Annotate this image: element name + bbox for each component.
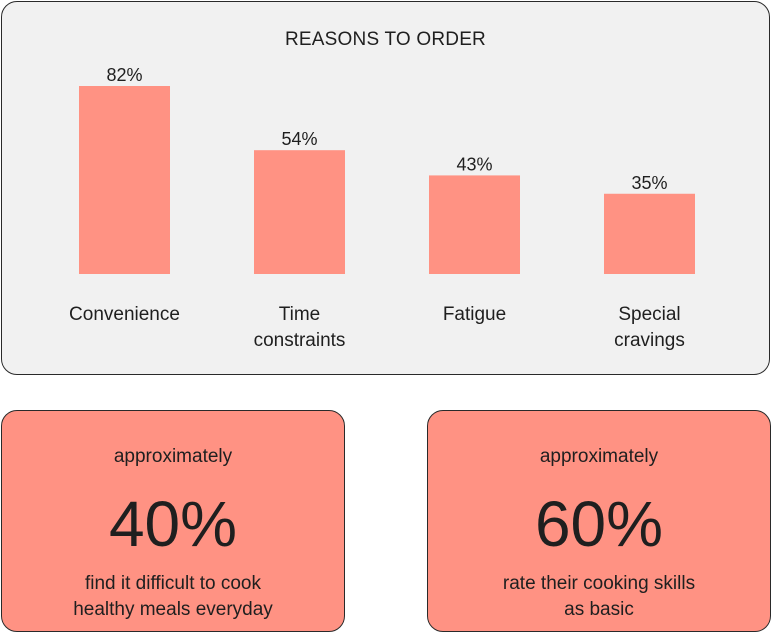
bar: [429, 175, 520, 274]
stat-card-60: approximately 60% rate their cooking ski…: [427, 410, 771, 632]
category-label: cravings: [614, 330, 685, 351]
category-label: Special: [618, 304, 680, 325]
bar-value-label: 43%: [456, 154, 492, 174]
stat-description: rate their cooking skills as basic: [428, 571, 770, 623]
stat-prefix: approximately: [113, 446, 233, 467]
category-label: Convenience: [69, 304, 180, 325]
chart-title: REASONS TO ORDER: [285, 29, 486, 50]
stat-description-line: find it difficult to cook: [84, 573, 262, 594]
stat-description-line: rate their cooking skills: [502, 573, 696, 594]
stat-prefix: approximately: [539, 446, 659, 467]
stat-card-40: approximately 40% find it difficult to c…: [1, 410, 345, 632]
category-label: Time: [279, 304, 321, 325]
stat-value: 60%: [534, 488, 664, 560]
stat-description-line: as basic: [564, 599, 634, 620]
bar-value-label: 35%: [631, 173, 667, 193]
stat-value: 40%: [108, 488, 238, 560]
category-label: Fatigue: [443, 304, 506, 325]
category-label: constraints: [254, 330, 346, 351]
bar-value-label: 82%: [106, 65, 142, 85]
bar: [604, 193, 695, 274]
bar-chart: 82% Convenience 54% Time constraints 43% Fatig…: [69, 65, 695, 351]
bar-value-label: 54%: [281, 129, 317, 149]
bar: [254, 150, 345, 274]
bar: [79, 86, 170, 274]
stat-description-line: healthy meals everyday: [73, 599, 273, 620]
stat-description: find it difficult to cook healthy meals …: [2, 571, 344, 623]
